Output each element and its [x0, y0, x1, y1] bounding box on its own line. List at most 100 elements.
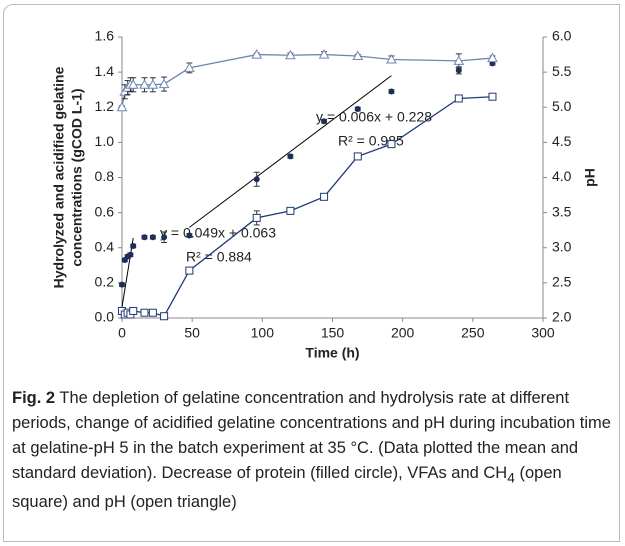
data-point — [116, 101, 128, 112]
data-point — [119, 281, 125, 288]
data-point — [454, 94, 463, 103]
marker — [287, 153, 294, 160]
x-tick-label: 300 — [531, 325, 555, 341]
data-point — [354, 106, 361, 113]
y2-tick-label: 4.0 — [552, 168, 572, 184]
y2-tick-label: 3.0 — [552, 238, 572, 254]
y2-tick-label: 2.5 — [552, 274, 572, 290]
series-line — [121, 96, 493, 318]
y-tick-label: 1.2 — [95, 98, 115, 114]
marker — [185, 266, 194, 275]
marker — [488, 92, 497, 101]
data-point — [388, 88, 395, 95]
data-point — [352, 50, 364, 60]
marker — [487, 52, 498, 63]
data-point — [286, 206, 295, 215]
marker — [158, 78, 170, 89]
marker — [116, 101, 128, 112]
data-point — [387, 140, 396, 149]
data-point — [386, 53, 397, 64]
marker — [455, 67, 462, 74]
data-point — [453, 53, 465, 69]
data-point — [147, 77, 159, 93]
y-axis-title: concentrations (gCOD L-1) — [69, 88, 85, 266]
data-point — [140, 308, 149, 317]
marker — [352, 50, 364, 60]
data-point — [158, 76, 170, 92]
x-tick-label: 100 — [251, 325, 275, 341]
frame — [3, 4, 620, 542]
marker — [127, 79, 139, 89]
trend-equation: y = 0.049x + 0.063 — [160, 225, 276, 241]
x-tick-label: 200 — [391, 325, 415, 341]
data-point — [252, 210, 261, 226]
marker — [321, 118, 328, 125]
data-point — [127, 251, 134, 258]
data-point — [139, 77, 150, 93]
marker — [251, 49, 263, 59]
marker — [453, 55, 465, 65]
y-tick-label: 1.6 — [95, 28, 115, 44]
marker — [454, 94, 463, 103]
data-point — [141, 234, 148, 241]
data-point — [185, 266, 194, 275]
data-point — [161, 231, 168, 243]
marker — [147, 79, 159, 89]
marker — [318, 49, 330, 59]
data-point — [186, 232, 193, 239]
x-tick-label: 150 — [321, 325, 345, 341]
data-point — [127, 77, 139, 93]
marker — [285, 49, 296, 60]
marker — [141, 234, 148, 241]
data-point — [285, 49, 296, 60]
marker — [127, 251, 134, 258]
marker — [149, 234, 156, 241]
data-point — [184, 62, 195, 74]
marker — [140, 308, 149, 317]
data-point — [488, 92, 497, 101]
series-line — [121, 53, 493, 108]
caption-label: Fig. 2 — [12, 389, 56, 407]
caption: Fig. 2 The depletion of gelatine concent… — [12, 386, 612, 515]
marker — [139, 79, 150, 89]
y-tick-label: 0.4 — [95, 238, 115, 254]
caption-sub: 4 — [507, 470, 515, 486]
data-point — [253, 171, 260, 187]
trendline — [189, 75, 392, 228]
data-point — [487, 52, 498, 63]
y2-axis-title: pH — [582, 168, 598, 187]
y2-tick-label: 6.0 — [552, 28, 572, 44]
x-tick-label: 0 — [118, 325, 126, 341]
marker — [161, 234, 168, 241]
y-tick-label: 1.0 — [95, 133, 115, 149]
chart: 0.0 0.2 0.4 0.6 0.8 1.0 1.2 1.4 1.6 2.0 2.5 3.0 3.5 4… — [51, 28, 598, 361]
y-tick-label: 0.0 — [95, 309, 115, 325]
data-point — [129, 306, 138, 315]
data-point — [148, 308, 157, 317]
x-axis-title: Time (h) — [305, 345, 359, 361]
marker — [186, 232, 193, 239]
marker — [119, 281, 125, 288]
data-point — [318, 49, 330, 59]
y2-tick-label: 5.0 — [552, 98, 572, 114]
data-point — [160, 312, 169, 321]
x-tick-label: 250 — [461, 325, 485, 341]
trendline — [121, 238, 134, 308]
y2-tick-label: 3.5 — [552, 203, 572, 219]
y-tick-label: 0.8 — [95, 168, 115, 184]
y2-tick-label: 5.5 — [552, 63, 572, 79]
marker — [129, 306, 138, 315]
marker — [387, 140, 396, 149]
trend-r2: R² = 0.884 — [186, 249, 252, 265]
y-tick-label: 0.6 — [95, 203, 115, 219]
marker — [184, 62, 195, 72]
x-tick-label: 50 — [184, 325, 200, 341]
trend-equation: y = 0.006x + 0.228 — [316, 109, 432, 125]
y-axis-title: Hydrolyzed and acidified gelatine — [51, 66, 67, 288]
y-tick-label: 0.2 — [95, 274, 115, 290]
y2-tick-label: 4.5 — [552, 133, 572, 149]
marker — [253, 176, 260, 183]
marker — [148, 308, 157, 317]
data-point — [149, 234, 156, 241]
